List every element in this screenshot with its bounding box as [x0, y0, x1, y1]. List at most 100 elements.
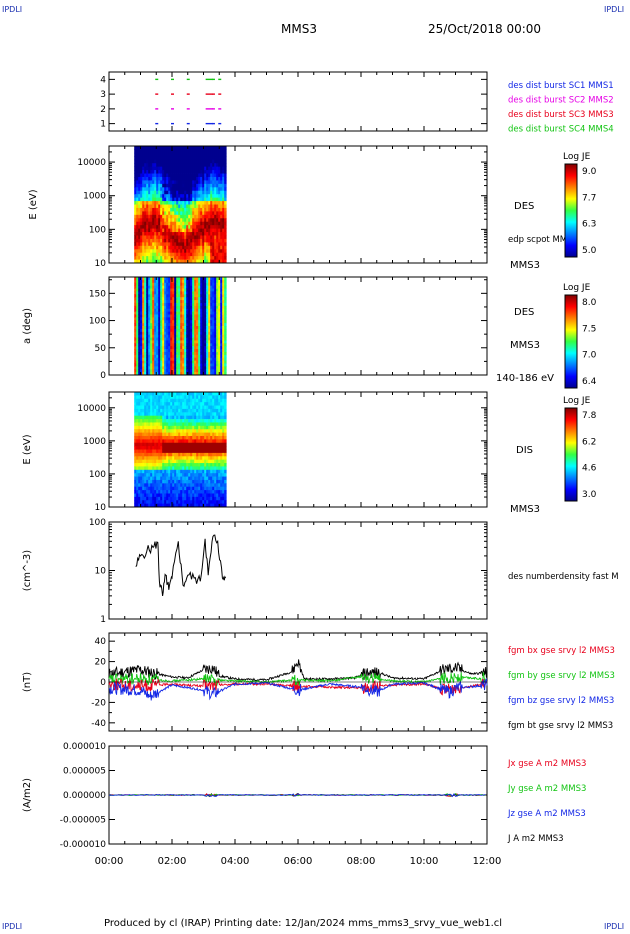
spectrogram-cell — [156, 180, 159, 185]
spectrogram-cell — [190, 496, 193, 501]
spectrogram-cell — [214, 279, 217, 284]
spectrogram-cell — [172, 503, 175, 508]
spectrogram-cell — [192, 398, 195, 403]
spectrogram-cell — [182, 425, 185, 430]
spectrogram-cell — [206, 314, 209, 318]
spectrogram-cell — [154, 452, 157, 457]
spectrogram-cell — [140, 349, 143, 353]
spectrogram-cell — [174, 337, 177, 341]
spectrogram-cell — [190, 305, 193, 310]
spectrogram-cell — [182, 366, 185, 370]
spectrogram-cell — [196, 349, 199, 353]
spectrogram-cell — [220, 357, 223, 361]
spectrogram-cell — [152, 337, 155, 341]
spectrogram-cell — [150, 300, 153, 304]
spectrogram-cell — [168, 346, 171, 350]
spectrogram-cell — [160, 225, 163, 229]
spectrogram-cell — [140, 183, 143, 188]
spectrogram-cell — [138, 249, 141, 254]
spectrogram-cell — [154, 282, 157, 287]
spectrogram-cell — [176, 166, 179, 171]
spectrogram-cell — [224, 180, 227, 185]
spectrogram-cell — [172, 326, 175, 330]
spectrogram-cell — [162, 149, 165, 154]
spectrogram-cell — [162, 459, 165, 464]
spectrogram-cell — [154, 207, 157, 212]
colorbar-tick-label: 8.0 — [582, 298, 597, 308]
spectrogram-cell — [164, 360, 167, 364]
spectrogram-cell — [206, 503, 209, 508]
spectrogram-cell — [168, 207, 171, 212]
spectrogram-cell — [196, 473, 199, 477]
spectrogram-cell — [148, 176, 151, 181]
spectrogram-cell — [188, 459, 191, 464]
spectrogram-cell — [208, 187, 211, 192]
spectrogram-cell — [206, 214, 209, 219]
spectrogram-cell — [154, 214, 157, 219]
spectrogram-cell — [150, 197, 153, 202]
spectrogram-cell — [156, 415, 159, 420]
spectrogram-cell — [194, 323, 197, 327]
spectrogram-cell — [142, 221, 145, 226]
spectrogram-cell — [208, 446, 211, 450]
spectrogram-cell — [138, 218, 141, 223]
spectrogram-cell — [164, 146, 167, 150]
spectrogram-cell — [152, 486, 155, 491]
spectrogram-cell — [158, 166, 161, 171]
spectrogram-cell — [160, 351, 163, 356]
spectrogram-cell — [166, 446, 169, 450]
spectrogram-cell — [156, 412, 159, 417]
spectrogram-cell — [214, 493, 217, 498]
spectrogram-cell — [138, 466, 141, 471]
spectrogram-cell — [218, 294, 221, 298]
spectrogram-cell — [142, 294, 145, 298]
spectrogram-cell — [204, 232, 207, 236]
spectrogram-cell — [166, 349, 169, 353]
spectrogram-cell — [204, 197, 207, 202]
spectrogram-cell — [186, 405, 189, 410]
spectrogram-cell — [146, 249, 149, 254]
spectrogram-cell — [182, 228, 185, 233]
spectrogram-cell — [202, 473, 205, 477]
spectrogram-cell — [214, 408, 217, 413]
spectrogram-cell — [202, 449, 205, 454]
spectrogram-cell — [164, 156, 167, 161]
spectrogram-cell — [214, 415, 217, 420]
spectrogram-cell — [180, 398, 183, 403]
spectrogram-cell — [154, 486, 157, 491]
spectrogram-cell — [222, 285, 225, 289]
spectrogram-cell — [204, 360, 207, 364]
spectrogram-cell — [184, 279, 187, 284]
spectrogram-cell — [204, 225, 207, 229]
spectrogram-cell — [220, 218, 223, 223]
spectrogram-cell — [144, 259, 147, 264]
spectrogram-cell — [214, 228, 217, 233]
spectrogram-cell — [174, 173, 177, 178]
spectrogram-cell — [138, 180, 141, 185]
spectrogram-cell — [198, 252, 201, 257]
spectrogram-cell — [180, 323, 183, 327]
spectrogram-cell — [140, 369, 143, 373]
spectrogram-cell — [136, 256, 139, 260]
spectrogram-cell — [196, 503, 199, 508]
spectrogram-cell — [180, 194, 183, 199]
spectrogram-cell — [218, 232, 221, 236]
spectrogram-cell — [220, 476, 223, 481]
spectrogram-cell — [196, 439, 199, 444]
spectrogram-cell — [154, 337, 157, 341]
spectrogram-cell — [162, 456, 165, 461]
spectrogram-cell — [172, 405, 175, 410]
spectrogram-cell — [138, 419, 141, 423]
spectrogram-cell — [146, 221, 149, 226]
spectrogram-cell — [192, 277, 195, 281]
spectrogram-cell — [194, 152, 197, 157]
spectrogram-cell — [202, 408, 205, 413]
spectrogram-cell — [166, 221, 169, 226]
spectrogram-cell — [204, 326, 207, 330]
spectrogram-cell — [148, 343, 151, 347]
spectrogram-cell — [170, 170, 173, 174]
spectrogram-cell — [196, 372, 199, 376]
spectrogram-cell — [198, 469, 201, 474]
spectrogram-cell — [190, 320, 193, 324]
spectrogram-cell — [184, 395, 187, 400]
